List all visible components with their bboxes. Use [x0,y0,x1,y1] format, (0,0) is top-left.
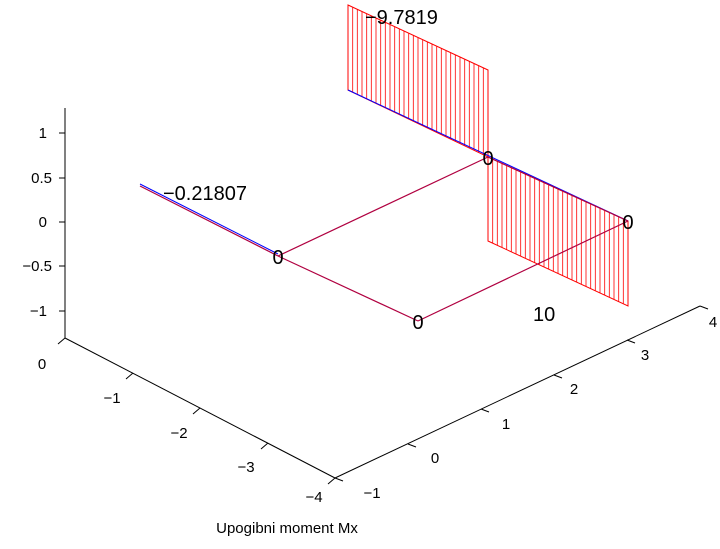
y-axis-line [335,306,700,478]
node-label: 0 [412,312,423,334]
frame-member [418,221,628,321]
x-tick [328,478,335,484]
y-tick-label: −1 [363,485,380,502]
x-tick-label: 0 [38,356,46,373]
y-tick [481,409,489,412]
y-tick-label: 2 [570,381,578,398]
z-tick-label: 0 [39,214,47,231]
y-tick-label: 4 [709,314,717,331]
moment-diagram [140,5,628,321]
x-tick-label: −1 [103,390,120,407]
y-tick-label: 0 [431,450,439,467]
y-tick-label: 1 [502,416,510,433]
x-tick [193,408,200,414]
y-tick-label: 3 [641,347,649,364]
moment-hatch-top [353,7,484,155]
z-tick-label: −0.5 [22,258,52,275]
frame-member [278,157,488,256]
x-tick-label: −3 [237,459,254,476]
frame-member [278,256,418,321]
y-tick [335,478,343,481]
y-tick [554,375,562,378]
z-tick-label: 1 [39,125,47,142]
y-tick [627,340,635,343]
element-label: 10 [533,304,555,326]
moment-hatch-bottom [493,159,624,304]
node-label: 0 [272,247,283,269]
z-tick-label: −1 [30,303,47,320]
x-tick-label: −4 [305,489,322,506]
x-tick [126,373,133,379]
x-tick [58,338,65,344]
node-label: 0 [622,212,633,234]
moment-value-label: −0.21807 [163,183,247,205]
node-label: 0 [482,148,493,170]
z-tick-label: 0.5 [31,170,52,187]
axes-group: 1 0.5 0 −0.5 −1 0 −1 −2 −3 −4 −1 0 1 2 3… [22,108,717,506]
x-tick [261,443,268,449]
y-tick [700,306,708,309]
moment-value-label: −9.7819 [365,7,438,29]
y-tick [408,444,416,447]
x-tick-label: −2 [170,425,187,442]
x-axis-title: Upogibni moment Mx [216,520,358,537]
